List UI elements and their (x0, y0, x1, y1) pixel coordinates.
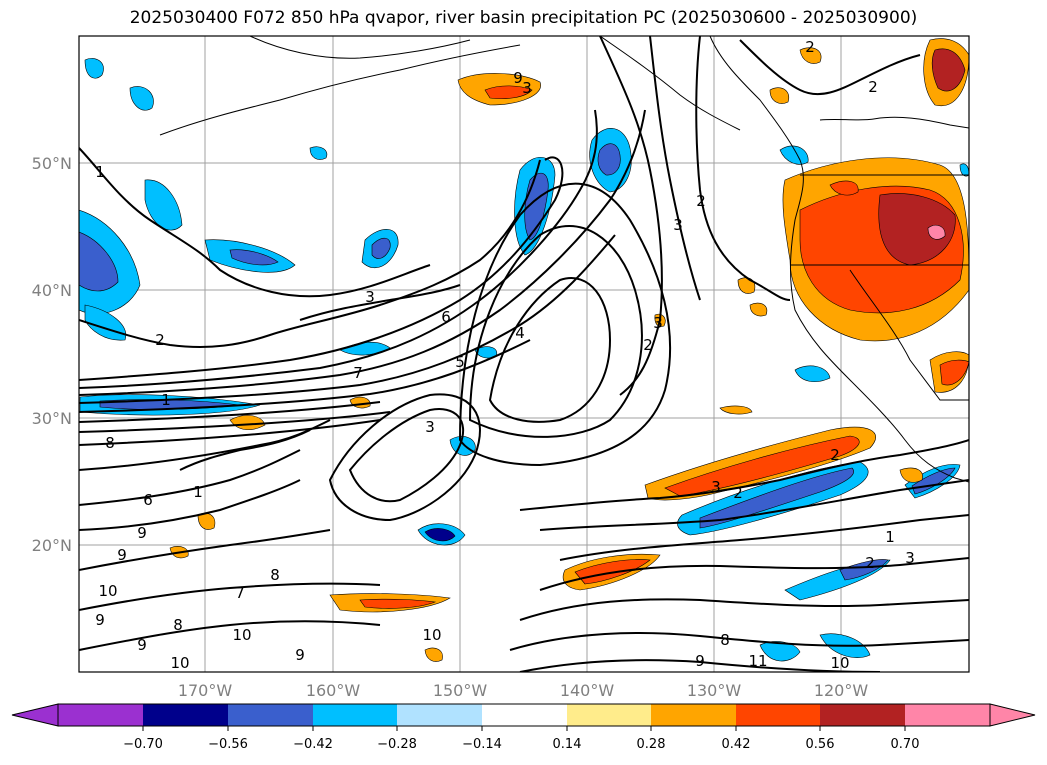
contour-label: 4 (515, 324, 525, 342)
contour-label: 10 (98, 582, 117, 600)
contour-label: 10 (232, 626, 251, 644)
contour-label: 1 (193, 483, 203, 501)
contour-label: 5 (455, 353, 465, 371)
lat-label-50n: 50°N (32, 154, 72, 173)
colorbar-segment (736, 704, 820, 726)
contour-label: 1 (161, 391, 171, 409)
lon-label-140w: 140°W (560, 681, 615, 700)
map-content: 1 1 1 1 2 2 2 2 2 2 2 2 3 3 3 3 3 3 3 4 … (79, 36, 969, 672)
colorbar-segment (143, 704, 228, 726)
colorbar-tick-label: 0.70 (891, 737, 920, 752)
lon-label-170w: 170°W (178, 681, 233, 700)
contour-label: 7 (235, 584, 245, 602)
colorbar-segment (313, 704, 397, 726)
longitude-labels: 170°W 160°W 150°W 140°W 130°W 120°W (178, 681, 869, 700)
colorbar-segment (397, 704, 482, 726)
colorbar-frame (57, 703, 991, 727)
colorbar-tick-label: −0.70 (123, 737, 163, 752)
colorbar-segment (58, 704, 143, 726)
lat-label-30n: 30°N (32, 409, 72, 428)
colorbar-tick-label: 0.14 (553, 737, 582, 752)
colorbar-segment (651, 704, 736, 726)
contour-label: 9 (137, 636, 147, 654)
contour-label: 2 (868, 78, 878, 96)
contour-label: 3 (711, 478, 721, 496)
contour-label: 3 (522, 79, 532, 97)
positive-pc-areas (169, 38, 969, 662)
contour-label: 2 (805, 38, 815, 56)
map-title: 2025030400 F072 850 hPa qvapor, river ba… (129, 8, 918, 28)
colorbar-extend-low (11, 703, 59, 727)
contour-label: 3 (365, 288, 375, 306)
colorbar-segment (228, 704, 313, 726)
coastlines (159, 36, 969, 483)
colorbar-segment (820, 704, 905, 726)
lon-label-150w: 150°W (433, 681, 488, 700)
contour-label: 2 (865, 554, 875, 572)
lon-label-160w: 160°W (306, 681, 361, 700)
contour-label: 8 (720, 631, 730, 649)
contour-label: 2 (696, 192, 706, 210)
qvapor-contours (79, 36, 969, 672)
contour-label: 3 (905, 549, 915, 567)
contour-label: 3 (653, 314, 663, 332)
contour-label: 7 (353, 364, 363, 382)
contour-label: 9 (117, 546, 127, 564)
contour-label: 10 (170, 654, 189, 672)
contour-label: 10 (422, 626, 441, 644)
contour-label: 1 (885, 528, 895, 546)
colorbar-segment (905, 704, 990, 726)
colorbar-tick-label: −0.42 (293, 737, 333, 752)
contour-label: 3 (673, 216, 683, 234)
latitude-labels: 50°N 40°N 30°N 20°N (32, 154, 72, 555)
colorbar-tick-label: −0.56 (208, 737, 248, 752)
contour-label: 10 (830, 654, 849, 672)
colorbar-tick-label: −0.28 (377, 737, 417, 752)
contour-labels: 1 1 1 1 2 2 2 2 2 2 2 2 3 3 3 3 3 3 3 4 … (95, 38, 915, 672)
contour-label: 9 (513, 69, 523, 87)
map-frame (78, 35, 970, 673)
contour-label: 9 (295, 646, 305, 664)
colorbar-segment (567, 704, 651, 726)
contour-label: 1 (95, 163, 105, 181)
contour-label: 2 (733, 484, 743, 502)
contour-label: 6 (441, 308, 451, 326)
contour-label: 9 (695, 652, 705, 670)
contour-label: 9 (95, 611, 105, 629)
colorbar-tick-label: 0.56 (806, 737, 835, 752)
colorbar-tick-label: −0.14 (462, 737, 502, 752)
colorbar-segment (482, 704, 567, 726)
colorbar-tick-label: 0.42 (722, 737, 751, 752)
contour-label: 3 (425, 418, 435, 436)
contour-label: 9 (137, 524, 147, 542)
contour-label: 6 (143, 491, 153, 509)
contour-label: 2 (830, 446, 840, 464)
contour-label: 2 (155, 331, 165, 349)
colorbar-tick-label: 0.28 (637, 737, 666, 752)
map-panel (79, 36, 969, 672)
contour-label: 8 (105, 434, 115, 452)
lon-label-130w: 130°W (687, 681, 742, 700)
colorbar: −0.70 −0.56 −0.42 −0.28 −0.14 0.14 0.28 … (11, 703, 1036, 752)
contour-label: 8 (173, 616, 183, 634)
colorbar-extend-high (989, 703, 1036, 727)
lat-label-40n: 40°N (32, 281, 72, 300)
contour-label: 2 (643, 336, 653, 354)
contour-label: 8 (270, 566, 280, 584)
contour-label: 11 (748, 652, 767, 670)
lon-label-120w: 120°W (814, 681, 869, 700)
lat-label-20n: 20°N (32, 536, 72, 555)
